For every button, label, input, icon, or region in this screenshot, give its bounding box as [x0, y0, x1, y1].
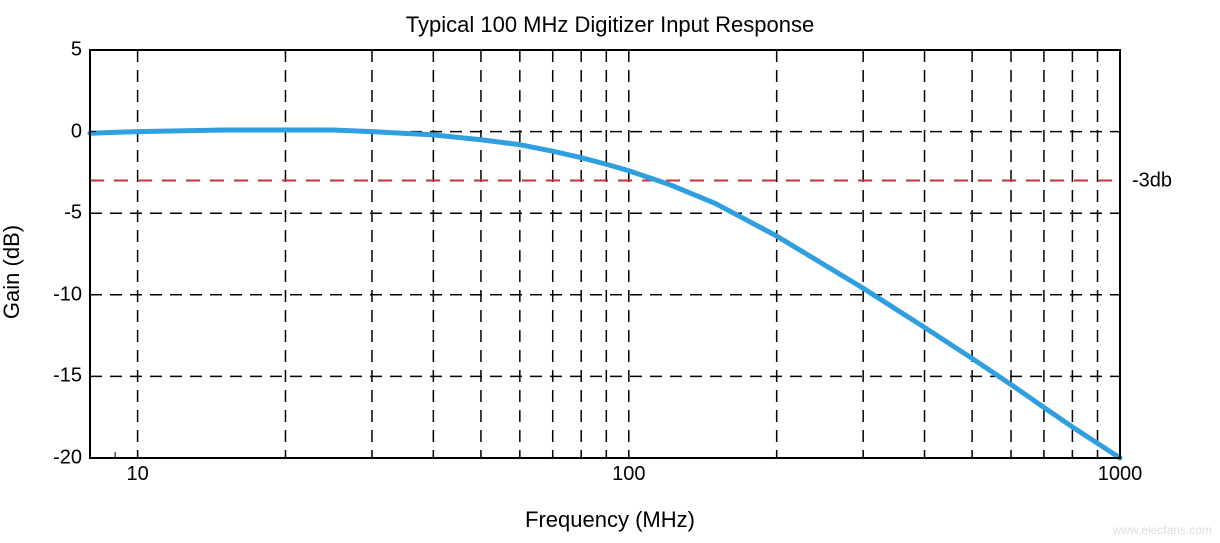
y-tick-label: 5: [22, 39, 82, 62]
plot-area: [90, 50, 1120, 458]
series-gain: [90, 130, 1120, 458]
x-tick-label: 10: [126, 463, 148, 486]
x-axis-label: Frequency (MHz): [0, 507, 1220, 533]
y-tick-label: -5: [22, 202, 82, 225]
chart-title: Typical 100 MHz Digitizer Input Response: [0, 12, 1220, 38]
y-tick-label: -15: [22, 365, 82, 388]
ref-label-neg3db: -3db: [1132, 169, 1172, 192]
plot-svg: [90, 50, 1120, 458]
chart-container: Typical 100 MHz Digitizer Input Response…: [0, 0, 1220, 543]
x-tick-label: 1000: [1098, 463, 1143, 486]
watermark-text: www.elecfans.com: [1113, 523, 1212, 537]
plot-border: [90, 50, 1120, 458]
y-tick-label: -10: [22, 283, 82, 306]
x-tick-label: 100: [612, 463, 645, 486]
y-tick-label: 0: [22, 120, 82, 143]
y-tick-label: -20: [22, 447, 82, 470]
